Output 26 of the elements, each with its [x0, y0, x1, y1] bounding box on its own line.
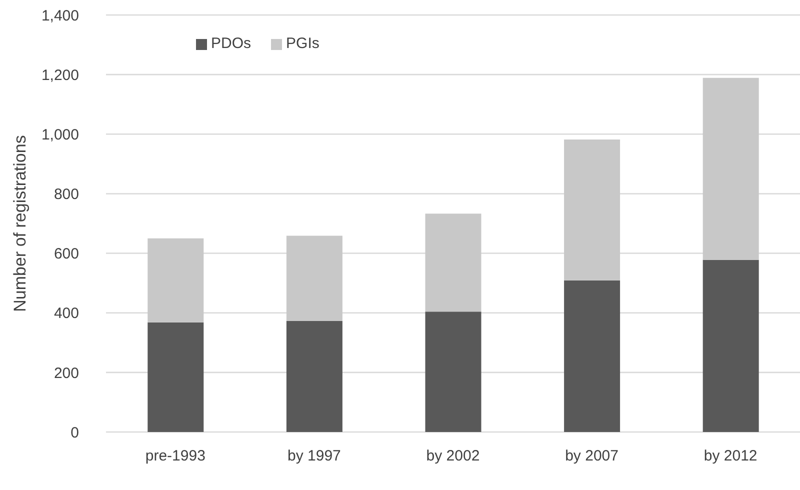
y-tick-label: 1,000: [41, 126, 79, 144]
y-tick-label: 200: [54, 364, 79, 382]
bar: [148, 238, 204, 322]
bar: [425, 214, 482, 312]
x-tick-label: by 2007: [565, 448, 618, 465]
y-tick-label: 1,200: [41, 66, 79, 84]
x-tick-label: by 2002: [426, 448, 480, 465]
y-tick-label: 1,400: [41, 7, 79, 24]
x-tick-label: pre-1993: [145, 448, 206, 465]
bar: [564, 140, 620, 280]
bar: [148, 322, 204, 432]
bar: [702, 260, 759, 432]
bar: [286, 320, 342, 432]
x-tick-label: by 2012: [704, 448, 758, 465]
y-tick-label: 0: [70, 424, 79, 442]
y-axis-title: Number of registrations: [10, 135, 30, 312]
bar: [286, 236, 342, 321]
y-tick-label: 600: [54, 246, 79, 263]
y-tick-label: 800: [54, 186, 79, 204]
bar: [702, 78, 759, 260]
legend-label: PDOs: [211, 35, 252, 52]
bar: [564, 280, 620, 432]
legend-label: PGIs: [286, 35, 320, 52]
y-tick-label: 400: [54, 305, 79, 322]
bar: [425, 312, 482, 432]
x-tick-label: by 1997: [288, 448, 341, 465]
